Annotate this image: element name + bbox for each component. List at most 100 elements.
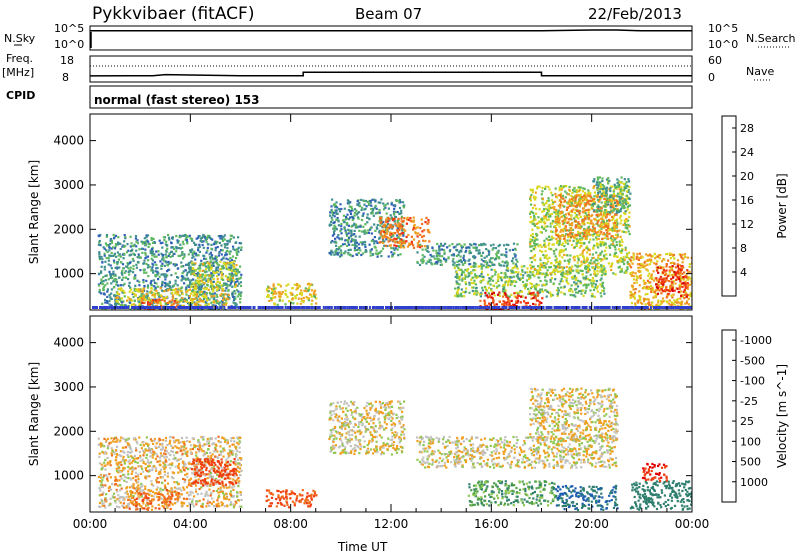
power-panel-cell bbox=[455, 295, 458, 298]
power-panel-cell bbox=[486, 304, 489, 307]
power-panel-cell bbox=[394, 232, 397, 235]
power-panel-cell bbox=[591, 262, 594, 265]
power-panel-cell bbox=[638, 296, 641, 300]
power-panel-cell bbox=[109, 264, 112, 267]
power-panel-cell bbox=[161, 262, 164, 265]
power-panel-cell bbox=[606, 213, 609, 216]
power-panel-cell bbox=[457, 266, 460, 269]
power-panel-cell bbox=[599, 283, 602, 286]
power-panel-cell bbox=[186, 284, 189, 287]
power-panel-cell bbox=[185, 238, 188, 241]
power-panel-cell bbox=[588, 203, 591, 206]
power-panel-cell bbox=[626, 262, 629, 265]
power-panel-cell bbox=[596, 285, 599, 288]
power-panel-cell bbox=[150, 237, 153, 240]
power-panel-cell bbox=[646, 269, 649, 272]
power-panel-cell bbox=[630, 273, 633, 277]
power-panel-cell bbox=[198, 300, 201, 303]
power-panel-cell bbox=[563, 245, 566, 248]
power-panel-cell bbox=[121, 263, 125, 266]
power-panel-cell bbox=[228, 266, 231, 269]
power-panel-cell bbox=[216, 241, 219, 244]
power-panel-cell bbox=[171, 237, 174, 240]
power-panel-cell bbox=[204, 238, 207, 241]
power-panel-cell bbox=[558, 235, 561, 238]
power-panel-cell bbox=[145, 234, 148, 237]
power-panel-cell bbox=[330, 205, 333, 208]
power-panel-cell bbox=[391, 255, 394, 258]
power-panel-cell bbox=[662, 266, 665, 269]
power-panel-cell bbox=[639, 301, 642, 304]
power-panel-cell bbox=[362, 225, 365, 228]
power-panel-cell bbox=[370, 232, 373, 235]
power-panel-cell bbox=[202, 246, 205, 249]
power-panel-cell bbox=[586, 228, 589, 231]
power-panel-cell bbox=[623, 271, 626, 274]
power-panel-cell bbox=[120, 289, 123, 292]
power-panel-cell bbox=[595, 231, 598, 234]
power-panel-cell bbox=[226, 283, 229, 287]
power-panel-cell bbox=[151, 294, 154, 297]
power-panel-cell bbox=[571, 191, 574, 194]
power-panel-cell bbox=[514, 263, 518, 266]
power-panel-cell bbox=[679, 279, 682, 282]
power-panel-cell bbox=[647, 301, 651, 304]
power-panel-cell bbox=[353, 243, 356, 246]
power-panel-cell bbox=[531, 236, 535, 239]
power-panel-cell bbox=[510, 283, 513, 286]
power-panel-cell bbox=[556, 293, 559, 296]
power-panel-cell bbox=[134, 294, 137, 297]
power-panel-cell bbox=[354, 245, 357, 248]
power-panel-cell bbox=[182, 234, 186, 237]
power-panel-cell bbox=[536, 187, 539, 190]
power-panel-cell bbox=[549, 222, 552, 225]
power-panel-cell bbox=[366, 213, 369, 216]
power-panel-cell bbox=[387, 226, 390, 229]
power-panel-cell bbox=[371, 198, 374, 201]
power-panel-cell bbox=[597, 246, 600, 249]
power-panel-cell bbox=[668, 274, 671, 277]
power-panel-cell bbox=[112, 246, 115, 249]
power-panel-cell bbox=[168, 238, 171, 241]
power-panel-cell bbox=[550, 230, 553, 233]
power-panel-cell bbox=[387, 255, 390, 258]
power-panel-cell bbox=[132, 267, 135, 271]
power-panel-cell bbox=[192, 298, 195, 301]
power-panel-cell bbox=[350, 234, 353, 237]
power-panel-cell bbox=[314, 289, 317, 292]
power-panel-cells bbox=[90, 114, 692, 310]
power-panel-cell bbox=[576, 215, 579, 219]
power-panel-cell bbox=[157, 299, 160, 302]
power-panel-cell bbox=[189, 280, 192, 283]
power-panel-cell bbox=[137, 298, 140, 301]
power-panel-cell bbox=[573, 255, 576, 258]
power-panel-cell bbox=[122, 284, 125, 287]
power-panel-cell bbox=[571, 224, 574, 227]
power-panel-cell bbox=[473, 279, 476, 282]
power-panel-cell bbox=[561, 220, 564, 223]
power-panel-cell bbox=[234, 297, 237, 300]
power-panel-cell bbox=[537, 299, 540, 302]
power-panel-cell bbox=[577, 259, 580, 262]
power-panel-cell bbox=[546, 225, 549, 228]
power-panel-cell bbox=[122, 257, 125, 260]
power-panel-cell bbox=[159, 260, 162, 263]
power-panel-cell bbox=[590, 259, 593, 262]
nsky-series-line bbox=[90, 29, 692, 32]
power-panel-cell bbox=[178, 287, 181, 290]
power-panel-cell bbox=[587, 263, 590, 266]
power-panel-cell bbox=[616, 202, 619, 205]
power-panel-cell bbox=[546, 208, 549, 211]
power-panel-cell bbox=[540, 301, 543, 305]
power-panel-cell bbox=[334, 237, 337, 240]
power-panel-cell bbox=[595, 194, 598, 197]
power-panel-cell bbox=[571, 265, 574, 268]
power-panel-cell bbox=[632, 288, 635, 291]
power-panel-cell bbox=[495, 303, 498, 306]
power-panel-cell bbox=[209, 291, 212, 294]
power-panel-cell bbox=[404, 229, 407, 232]
power-panel-cell bbox=[535, 212, 538, 215]
power-panel-cell bbox=[223, 296, 226, 299]
power-panel-cell bbox=[564, 241, 567, 244]
power-panel-cell bbox=[570, 243, 574, 247]
